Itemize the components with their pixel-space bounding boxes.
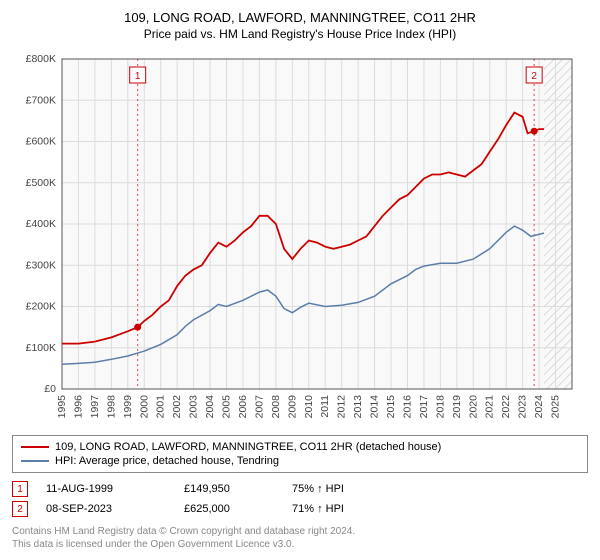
svg-text:2013: 2013 [352, 395, 364, 419]
svg-text:2024: 2024 [533, 395, 545, 419]
footer-line-1: Contains HM Land Registry data © Crown c… [12, 525, 588, 538]
svg-text:£300K: £300K [26, 259, 56, 271]
svg-text:£600K: £600K [26, 136, 56, 148]
svg-text:2020: 2020 [467, 395, 479, 419]
svg-text:2023: 2023 [517, 395, 529, 419]
sale-price: £625,000 [184, 503, 274, 515]
sale-price: £149,950 [184, 483, 274, 495]
svg-text:2000: 2000 [138, 395, 150, 419]
svg-text:£100K: £100K [26, 342, 56, 354]
svg-text:2008: 2008 [270, 395, 282, 419]
svg-text:2022: 2022 [500, 395, 512, 419]
legend-label: 109, LONG ROAD, LAWFORD, MANNINGTREE, CO… [55, 441, 441, 453]
legend-item: HPI: Average price, detached house, Tend… [21, 454, 579, 468]
svg-text:1997: 1997 [89, 395, 101, 419]
svg-text:1999: 1999 [122, 395, 134, 419]
svg-text:1995: 1995 [56, 395, 68, 419]
svg-text:2014: 2014 [369, 395, 381, 419]
svg-text:£500K: £500K [26, 177, 56, 189]
svg-text:2009: 2009 [286, 395, 298, 419]
svg-text:2003: 2003 [188, 395, 200, 419]
sale-badge: 1 [12, 481, 28, 497]
sale-hpi: 75% ↑ HPI [292, 483, 382, 495]
footer-attribution: Contains HM Land Registry data © Crown c… [12, 525, 588, 551]
svg-text:2017: 2017 [418, 395, 430, 419]
svg-text:2018: 2018 [434, 395, 446, 419]
legend-swatch [21, 446, 49, 448]
svg-text:2015: 2015 [385, 395, 397, 419]
sale-hpi: 71% ↑ HPI [292, 503, 382, 515]
svg-text:2006: 2006 [237, 395, 249, 419]
svg-text:2002: 2002 [171, 395, 183, 419]
legend-swatch [21, 460, 49, 462]
svg-text:2021: 2021 [484, 395, 496, 419]
svg-text:£200K: £200K [26, 301, 56, 313]
footer-line-2: This data is licensed under the Open Gov… [12, 538, 588, 551]
sale-date: 08-SEP-2023 [46, 503, 166, 515]
svg-text:2001: 2001 [155, 395, 167, 419]
svg-text:2005: 2005 [221, 395, 233, 419]
svg-text:1: 1 [135, 71, 141, 82]
chart-subtitle: Price paid vs. HM Land Registry's House … [12, 27, 588, 41]
svg-text:2010: 2010 [303, 395, 315, 419]
svg-text:2019: 2019 [451, 395, 463, 419]
svg-text:£700K: £700K [26, 94, 56, 106]
svg-text:2025: 2025 [550, 395, 562, 419]
sale-row: 1 11-AUG-1999 £149,950 75% ↑ HPI [12, 479, 588, 499]
svg-text:2011: 2011 [319, 395, 331, 418]
sale-badge: 2 [12, 501, 28, 517]
svg-text:2: 2 [531, 71, 537, 82]
chart-plot: £0 £100K £200K £300K £400K £500K £600K £700K £80… [12, 49, 588, 429]
svg-text:2004: 2004 [204, 395, 216, 419]
svg-text:2016: 2016 [401, 395, 413, 419]
sale-date: 11-AUG-1999 [46, 483, 166, 495]
chart-container: 109, LONG ROAD, LAWFORD, MANNINGTREE, CO… [0, 0, 600, 560]
chart-title: 109, LONG ROAD, LAWFORD, MANNINGTREE, CO… [12, 10, 588, 25]
svg-text:£0: £0 [44, 383, 56, 395]
svg-text:£400K: £400K [26, 218, 56, 230]
svg-text:2007: 2007 [253, 395, 265, 419]
svg-text:1998: 1998 [105, 395, 117, 419]
svg-text:2012: 2012 [336, 395, 348, 419]
sale-row: 2 08-SEP-2023 £625,000 71% ↑ HPI [12, 499, 588, 519]
svg-text:£800K: £800K [26, 53, 56, 65]
legend-item: 109, LONG ROAD, LAWFORD, MANNINGTREE, CO… [21, 440, 579, 454]
svg-text:1996: 1996 [72, 395, 84, 419]
sales-table: 1 11-AUG-1999 £149,950 75% ↑ HPI 2 08-SEP-202… [12, 479, 588, 519]
legend-label: HPI: Average price, detached house, Tend… [55, 455, 279, 467]
legend: 109, LONG ROAD, LAWFORD, MANNINGTREE, CO… [12, 435, 588, 473]
